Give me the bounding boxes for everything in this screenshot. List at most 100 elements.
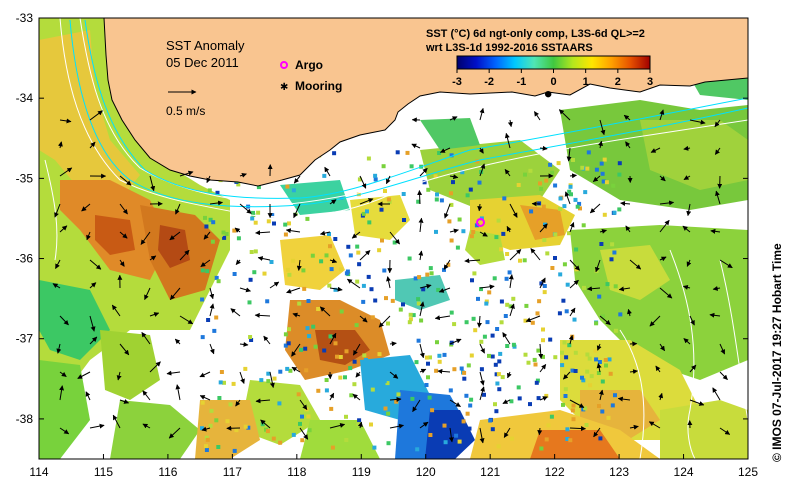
- sst-pixel: [561, 298, 566, 303]
- velocity-arrow: [629, 259, 642, 270]
- mooring-legend-label: Mooring: [295, 79, 342, 93]
- sst-pixel: [560, 363, 565, 368]
- sst-pixel: [301, 268, 306, 273]
- sst-pixel: [209, 408, 214, 413]
- sst-pixel: [311, 324, 316, 329]
- sst-pixel: [328, 334, 333, 339]
- sst-pixel: [434, 368, 439, 373]
- sst-pixel: [462, 370, 467, 375]
- sst-pixel: [609, 257, 614, 262]
- sst-pixel: [523, 318, 528, 323]
- sst-pixel: [484, 301, 489, 306]
- sst-pixel: [283, 232, 288, 237]
- colorbar-tick-label: -2: [484, 76, 494, 88]
- sst-pixel: [602, 157, 607, 162]
- sst-pixel: [532, 357, 537, 362]
- velocity-arrow: [346, 278, 361, 289]
- velocity-arrow: [230, 308, 241, 317]
- sst-pixel: [612, 210, 617, 215]
- x-tick-label: 122: [545, 465, 565, 479]
- sst-pixel: [377, 248, 382, 253]
- sst-pixel: [482, 334, 487, 339]
- sst-pixel: [236, 182, 241, 187]
- velocity-arrow: [59, 167, 73, 177]
- sst-pixel: [433, 174, 438, 179]
- sst-pixel: [596, 371, 601, 375]
- sst-pixel: [565, 282, 570, 287]
- sst-pixel: [208, 423, 213, 428]
- velocity-arrow: [389, 423, 404, 429]
- velocity-arrow: [419, 301, 425, 317]
- velocity-arrow: [479, 371, 485, 386]
- x-tick-label: 124: [674, 465, 694, 479]
- velocity-arrow: [329, 286, 343, 292]
- velocity-arrow: [508, 274, 514, 289]
- sst-pixel: [562, 340, 567, 345]
- sst-pixel: [429, 271, 434, 276]
- velocity-arrow: [286, 287, 301, 294]
- sst-pixel: [416, 301, 421, 306]
- velocity-arrow: [119, 203, 128, 215]
- velocity-arrow: [201, 426, 211, 432]
- velocity-arrow: [85, 391, 91, 401]
- colorbar-tick-label: 2: [615, 76, 621, 88]
- sst-pixel: [236, 236, 241, 241]
- velocity-arrow: [659, 256, 667, 262]
- sst-pixel: [544, 437, 549, 442]
- sst-pixel: [538, 181, 542, 186]
- sst-pixel: [542, 238, 547, 242]
- velocity-arrow: [682, 225, 691, 233]
- sst-pixel: [597, 294, 602, 299]
- argo-legend-icon: [280, 61, 288, 69]
- x-tick-label: 121: [480, 465, 500, 479]
- sst-pixel: [288, 368, 293, 373]
- velocity-arrow: [89, 336, 98, 345]
- sst-pixel: [580, 375, 584, 380]
- sst-pixel: [530, 320, 535, 325]
- sst-pixel: [395, 150, 400, 155]
- sst-pixel: [553, 183, 558, 188]
- sst-pixel: [479, 367, 484, 372]
- sst-pixel: [266, 219, 271, 224]
- sst-pixel: [268, 403, 273, 408]
- sst-pixel: [573, 197, 578, 202]
- map-date: 05 Dec 2011: [166, 55, 239, 70]
- sst-pixel: [291, 258, 296, 263]
- colorbar: -3 -2 -1 0 1 2 3: [452, 55, 653, 88]
- sst-pixel: [469, 353, 474, 358]
- sst-pixel: [523, 172, 527, 177]
- sst-pixel: [462, 376, 467, 381]
- sst-pixel: [461, 229, 466, 234]
- sst-pixel: [460, 170, 465, 175]
- sst-pixel: [472, 271, 477, 276]
- sst-pixel: [565, 437, 570, 441]
- velocity-arrow: [209, 200, 223, 206]
- sst-pixel: [344, 438, 349, 442]
- sst-pixel: [427, 395, 432, 400]
- velocity-arrow: [659, 175, 666, 182]
- sst-pixel: [205, 437, 210, 442]
- velocity-arrow: [443, 259, 451, 270]
- sst-pixel: [567, 231, 571, 236]
- sst-pixel: [383, 406, 388, 411]
- sst-pixel: [216, 279, 221, 284]
- sst-pixel: [467, 426, 472, 431]
- velocity-arrow: [112, 414, 121, 429]
- sst-pixel: [498, 351, 503, 356]
- sst-pixel: [487, 353, 491, 358]
- sst-pixel: [285, 267, 290, 272]
- velocity-arrow: [569, 307, 576, 317]
- sst-pixel: [539, 186, 544, 191]
- sst-pixel: [217, 396, 222, 400]
- velocity-arrow: [479, 284, 495, 290]
- sst-pixel: [426, 375, 430, 380]
- sst-pixel: [535, 378, 540, 383]
- sst-pixel: [505, 252, 510, 256]
- sst-pixel: [496, 218, 501, 223]
- velocity-arrow: [509, 203, 518, 218]
- sst-pixel: [610, 403, 615, 408]
- velocity-arrow: [419, 167, 428, 177]
- velocity-arrow: [596, 343, 602, 351]
- velocity-arrow: [77, 371, 91, 379]
- sst-pixel: [437, 353, 442, 358]
